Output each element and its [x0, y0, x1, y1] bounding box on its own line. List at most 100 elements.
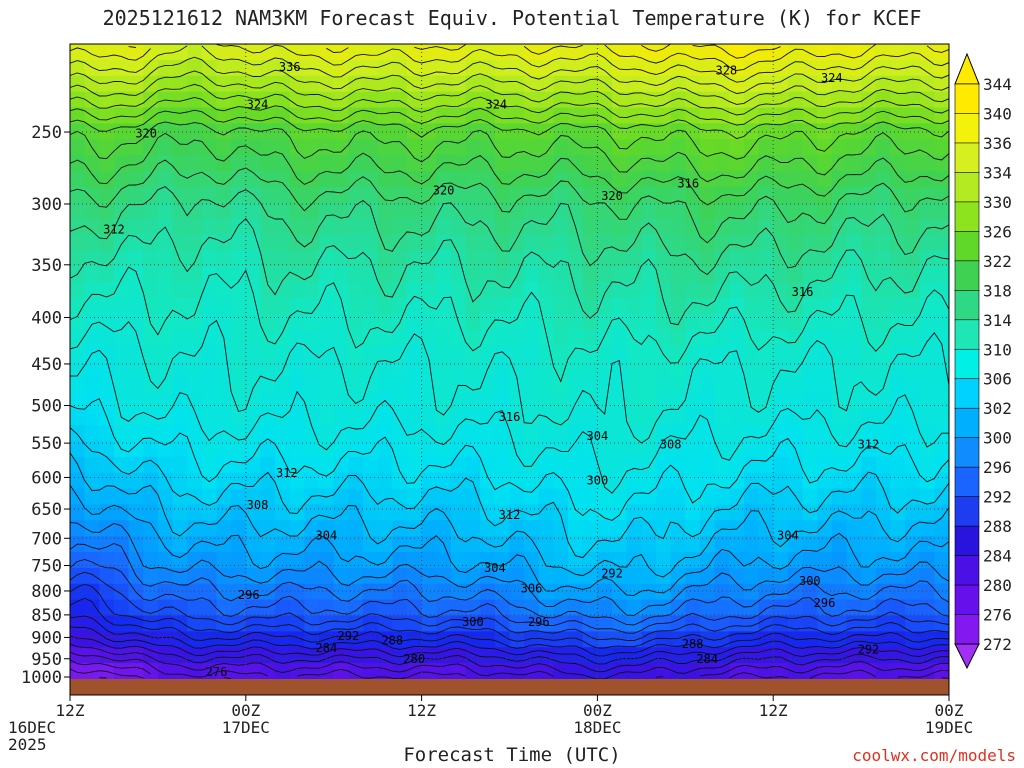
heat-cell [113, 171, 130, 188]
heat-cell [377, 345, 393, 363]
heat-cell [524, 472, 540, 490]
heat-cell [568, 44, 584, 61]
heat-cell [377, 155, 393, 172]
heat-cell [480, 425, 496, 442]
heat-cell [538, 552, 555, 569]
heat-cell [304, 567, 320, 585]
heat-cell [714, 91, 730, 109]
heat-cell [714, 155, 730, 172]
heat-cell [128, 536, 144, 553]
heat-cell [699, 171, 716, 188]
heat-cell [494, 313, 511, 331]
heat-cell [553, 59, 569, 77]
heat-cell [817, 599, 833, 617]
heat-cell [612, 583, 628, 601]
heat-cell [729, 266, 745, 283]
heat-cell [70, 59, 86, 77]
heat-cell [363, 155, 379, 172]
heat-cell [392, 123, 408, 140]
heat-cell [685, 409, 701, 426]
contour-line-322 [70, 132, 949, 206]
heat-cell [699, 536, 716, 553]
heat-cell [861, 456, 877, 474]
x-tick-label: 00Z [583, 701, 612, 720]
heat-cell [729, 504, 745, 521]
heat-cell [319, 202, 335, 220]
heat-cell [421, 440, 437, 458]
heat-cell [802, 59, 818, 77]
heat-cell [729, 488, 745, 505]
heat-cell [172, 266, 188, 283]
heat-cell [275, 107, 291, 124]
heat-cell [99, 345, 115, 363]
heat-cell [524, 298, 540, 315]
heat-cell [875, 456, 891, 474]
heat-cell [934, 171, 949, 188]
heat-cell [319, 282, 335, 299]
heat-cell [919, 409, 935, 426]
heat-cell [597, 345, 613, 363]
heat-cell [553, 456, 569, 474]
heat-cell [612, 313, 628, 331]
heat-cell [670, 313, 686, 331]
heat-cell [553, 552, 569, 569]
heat-cell [157, 171, 174, 188]
heat-cell [612, 44, 628, 61]
heat-cell [128, 393, 144, 410]
heat-cell [787, 266, 804, 283]
contour-line-282 [70, 643, 949, 678]
heat-cell [538, 504, 555, 521]
heat-cell [377, 75, 393, 93]
heat-cell [128, 472, 144, 490]
heat-cell [641, 155, 657, 172]
contour-line-314 [70, 266, 949, 383]
heat-cell [905, 91, 921, 109]
heat-cell [363, 313, 379, 331]
heat-cell [670, 107, 686, 124]
heat-cell [216, 440, 232, 458]
heat-cell [919, 186, 935, 204]
heat-cell [729, 250, 745, 267]
heat-cell [245, 488, 262, 505]
heat-cell [187, 377, 203, 394]
heat-cell [436, 409, 452, 426]
heat-cell [509, 282, 525, 299]
heat-cell [231, 663, 247, 679]
heat-cell [787, 234, 804, 251]
heat-cell [787, 44, 804, 61]
heat-cell [582, 202, 598, 220]
heat-cell [787, 583, 804, 601]
contour-label: 312 [276, 466, 298, 480]
heat-cell [641, 123, 657, 140]
heat-cell [187, 393, 203, 410]
heat-cell [729, 599, 745, 617]
heat-cell [421, 91, 437, 109]
heat-cell [582, 456, 598, 474]
heat-cell [509, 377, 525, 394]
heat-cell [480, 313, 496, 331]
heat-cell [729, 282, 745, 299]
heat-cell [113, 75, 130, 93]
heat-cell [758, 361, 774, 378]
heat-cell [128, 59, 144, 77]
heat-cell [846, 250, 862, 267]
heat-cell [582, 298, 598, 315]
heat-cell [568, 552, 584, 569]
heat-cell [172, 472, 188, 490]
heat-cell [553, 583, 569, 601]
heat-cell [421, 615, 437, 632]
heat-cell [861, 440, 877, 458]
heat-cell [421, 631, 437, 648]
heat-cell [890, 409, 906, 426]
heat-cell [348, 202, 364, 220]
heat-cell [363, 536, 379, 553]
heat-cell [113, 393, 130, 410]
heat-cell [875, 155, 891, 172]
heat-cell [289, 472, 305, 490]
heat-cell [538, 313, 555, 331]
heat-cell [304, 456, 320, 474]
heat-cell [172, 218, 188, 236]
contour-label: 324 [247, 97, 269, 111]
heat-cell [260, 218, 276, 236]
heat-cell [70, 139, 86, 156]
